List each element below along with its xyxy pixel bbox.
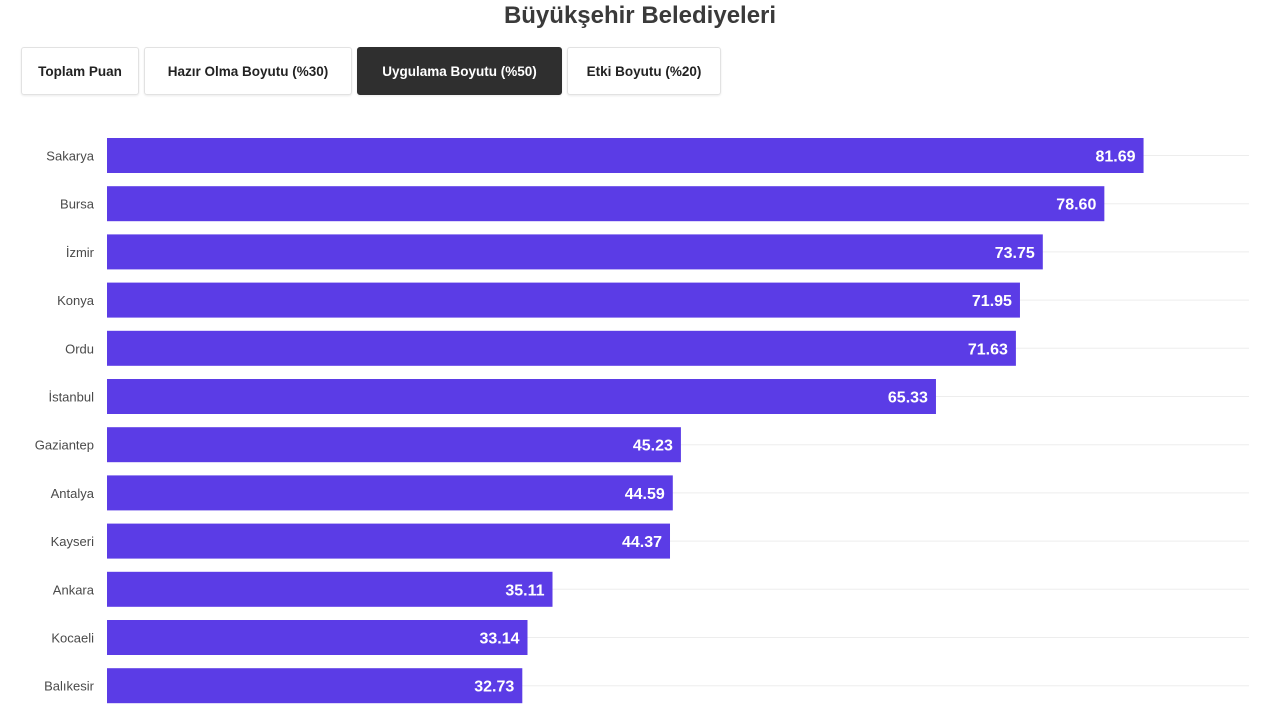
bar[interactable] [107,330,1016,366]
value-label: 35.11 [505,582,544,599]
value-label: 32.73 [474,679,514,696]
bar[interactable] [107,475,673,511]
value-label: 44.59 [625,486,665,503]
bar[interactable] [107,186,1105,222]
value-label: 45.23 [633,438,673,455]
tab-toplam-puan[interactable]: Toplam Puan [21,47,139,95]
category-label: İstanbul [48,390,94,405]
category-label: Konya [57,293,95,308]
value-label: 73.75 [995,245,1035,262]
bar-chart: Sakarya 81.69 Bursa 78.60 İzmir 73.75 Konya 71.… [35,138,1249,704]
category-label: Kocaeli [51,631,94,646]
bar[interactable] [107,620,528,655]
tab-etki-boyutu[interactable]: Etki Boyutu (%20) [567,47,721,95]
category-label: Ordu [65,341,94,356]
chart-title: Büyükşehir Belediyeleri [503,2,777,29]
category-label: Balıkesir [44,679,95,694]
bar[interactable] [107,523,671,559]
bar[interactable] [107,282,1020,318]
value-label: 44.37 [622,534,662,551]
tab-uygulama-boyutu[interactable]: Uygulama Boyutu (%50) [357,47,562,95]
value-label: 71.95 [972,293,1012,310]
bar[interactable] [107,427,681,463]
bar[interactable] [107,668,523,704]
category-label: Bursa [60,197,95,212]
bar[interactable] [107,234,1043,270]
value-label: 65.33 [888,390,928,407]
bar[interactable] [107,138,1144,173]
value-label: 33.14 [479,631,519,648]
category-label: Ankara [53,582,95,597]
bar[interactable] [107,571,553,607]
bar[interactable] [107,379,936,414]
value-label: 78.60 [1056,197,1096,214]
category-label: Antalya [51,486,95,501]
category-label: Kayseri [51,534,94,549]
category-label: İzmir [66,245,95,260]
value-label: 81.69 [1096,149,1136,166]
category-label: Gaziantep [35,438,94,453]
value-label: 71.63 [968,341,1008,358]
category-label: Sakarya [46,149,94,164]
tab-hazir-olma-boyutu[interactable]: Hazır Olma Boyutu (%30) [144,47,352,95]
